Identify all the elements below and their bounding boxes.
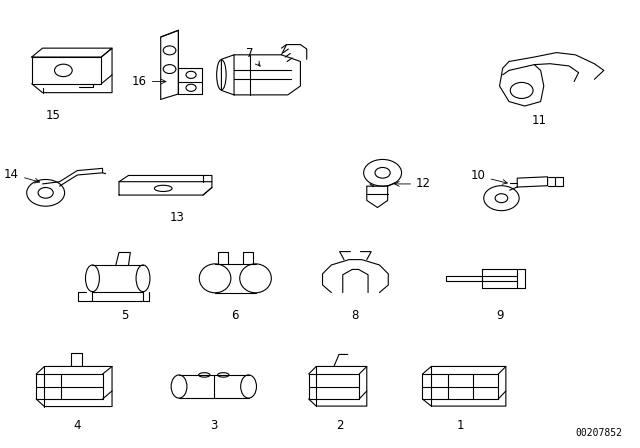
Text: 14: 14 — [4, 168, 40, 183]
Text: 10: 10 — [471, 169, 508, 184]
Text: 16: 16 — [132, 75, 166, 88]
Text: 1: 1 — [456, 419, 464, 432]
Text: 15: 15 — [45, 109, 60, 122]
Text: 9: 9 — [496, 309, 503, 322]
Text: 2: 2 — [337, 419, 344, 432]
Text: 11: 11 — [532, 114, 547, 127]
Text: 13: 13 — [170, 211, 184, 224]
Text: 3: 3 — [210, 419, 218, 432]
Text: 6: 6 — [232, 309, 239, 322]
Text: 8: 8 — [352, 309, 359, 322]
Text: 00207852: 00207852 — [576, 428, 623, 438]
Text: 12: 12 — [394, 177, 431, 190]
Text: 7: 7 — [246, 47, 260, 66]
Text: 5: 5 — [122, 309, 129, 322]
Text: 4: 4 — [74, 419, 81, 432]
